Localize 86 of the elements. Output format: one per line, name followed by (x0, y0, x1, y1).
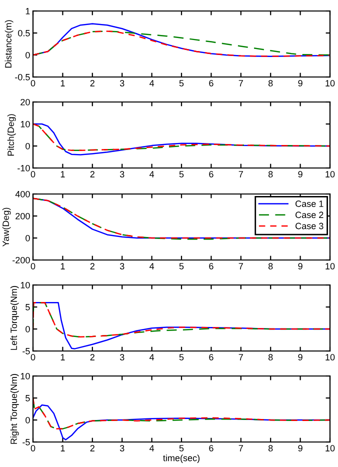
y-tick-label: 0 (26, 234, 30, 242)
line-series (33, 302, 330, 338)
x-tick-label: 10 (326, 80, 335, 86)
x-tick-label: 1 (60, 445, 65, 452)
y-tick-label: -5 (22, 439, 30, 446)
x-tick-label: 3 (120, 80, 124, 86)
x-tick-label: 0 (30, 80, 36, 86)
legend-label: Case 2 (296, 212, 324, 218)
y-tick-label: 0 (26, 52, 30, 58)
x-tick-label: 5 (179, 263, 184, 270)
x-tick-label: 6 (209, 354, 214, 360)
x-tick-label: 0 (30, 263, 36, 270)
y-tick-label: 10 (20, 282, 30, 288)
x-tick-label: 9 (298, 354, 302, 360)
x-tick-label: 5 (179, 354, 184, 360)
line-series (33, 397, 330, 430)
y-tick-label: -0.5 (15, 74, 30, 80)
x-tick-label: 5 (179, 445, 184, 452)
x-tick-label: 1 (60, 263, 65, 270)
x-tick-label: 7 (238, 354, 243, 360)
x-tick-label: 6 (209, 80, 214, 86)
y-tick-label: 5 (26, 395, 30, 402)
y-tick-label: -10 (18, 164, 30, 172)
x-tick-label: 2 (90, 80, 94, 86)
x-tick-label: 10 (326, 263, 335, 270)
y-tick-label: 0 (26, 142, 30, 150)
x-tick-label: 10 (326, 354, 335, 360)
x-tick-label: 7 (238, 80, 243, 86)
x-tick-label: 1 (60, 171, 65, 178)
legend-label: Case 3 (296, 222, 324, 230)
x-tick-label: 1 (60, 80, 65, 86)
y-tick-label: -5 (22, 348, 30, 354)
x-tick-label: 9 (298, 80, 302, 86)
x-tick-label: 7 (238, 445, 243, 452)
y-axis-title: Pitch(Deg) (7, 114, 16, 156)
x-axis-title: time(sec) (163, 454, 200, 463)
x-tick-label: 1 (60, 354, 65, 360)
x-tick-label: 9 (298, 171, 302, 178)
x-tick-label: 3 (120, 171, 124, 178)
x-tick-label: 2 (90, 445, 94, 452)
y-tick-label: 5 (26, 304, 30, 310)
x-tick-label: 10 (326, 171, 335, 178)
x-tick-label: 2 (90, 263, 94, 270)
x-tick-label: 4 (149, 263, 154, 270)
x-tick-label: 4 (149, 80, 154, 86)
y-tick-label: 0 (26, 326, 30, 332)
x-tick-label: 9 (298, 445, 302, 452)
x-tick-label: 2 (90, 171, 94, 178)
x-tick-label: 6 (209, 445, 214, 452)
x-tick-label: 4 (149, 354, 154, 360)
y-axis-title: Distance(m) (4, 20, 14, 68)
y-tick-label: -200 (12, 256, 30, 264)
legend-label: Case 1 (296, 200, 324, 207)
x-tick-label: 3 (120, 445, 124, 452)
x-tick-label: 8 (268, 80, 273, 86)
y-tick-label: 20 (20, 98, 30, 106)
x-tick-label: 7 (238, 263, 243, 270)
y-tick-label: 10 (20, 120, 30, 128)
x-tick-label: 8 (268, 171, 273, 178)
y-axis-title: Left Torque(Nm) (10, 286, 19, 350)
y-axis-title: Right Torque(Nm) (10, 374, 19, 444)
y-tick-label: 10 (20, 372, 30, 380)
x-tick-label: 9 (298, 263, 302, 270)
x-tick-label: 4 (149, 445, 154, 452)
y-tick-label: 1 (26, 8, 30, 14)
x-tick-label: 2 (90, 354, 94, 360)
y-axis-title: Yaw(Deg) (2, 208, 11, 247)
x-tick-label: 8 (268, 263, 273, 270)
x-tick-label: 3 (120, 263, 124, 270)
y-tick-label: 0 (26, 416, 30, 424)
x-tick-label: 10 (326, 445, 335, 452)
x-tick-label: 4 (149, 171, 154, 178)
y-tick-label: 200 (16, 212, 30, 220)
x-tick-label: 8 (268, 354, 273, 360)
x-tick-label: 7 (238, 171, 243, 178)
x-tick-label: 6 (209, 263, 214, 270)
x-tick-label: 3 (120, 354, 124, 360)
x-tick-label: 5 (179, 80, 184, 86)
x-tick-label: 0 (30, 445, 36, 452)
x-tick-label: 0 (30, 354, 36, 360)
y-tick-label: 0.5 (18, 30, 30, 36)
x-tick-label: 8 (268, 445, 273, 452)
y-tick-label: 400 (15, 190, 30, 198)
x-tick-label: 0 (30, 171, 36, 178)
x-tick-label: 5 (179, 171, 184, 178)
x-tick-label: 6 (209, 171, 214, 178)
